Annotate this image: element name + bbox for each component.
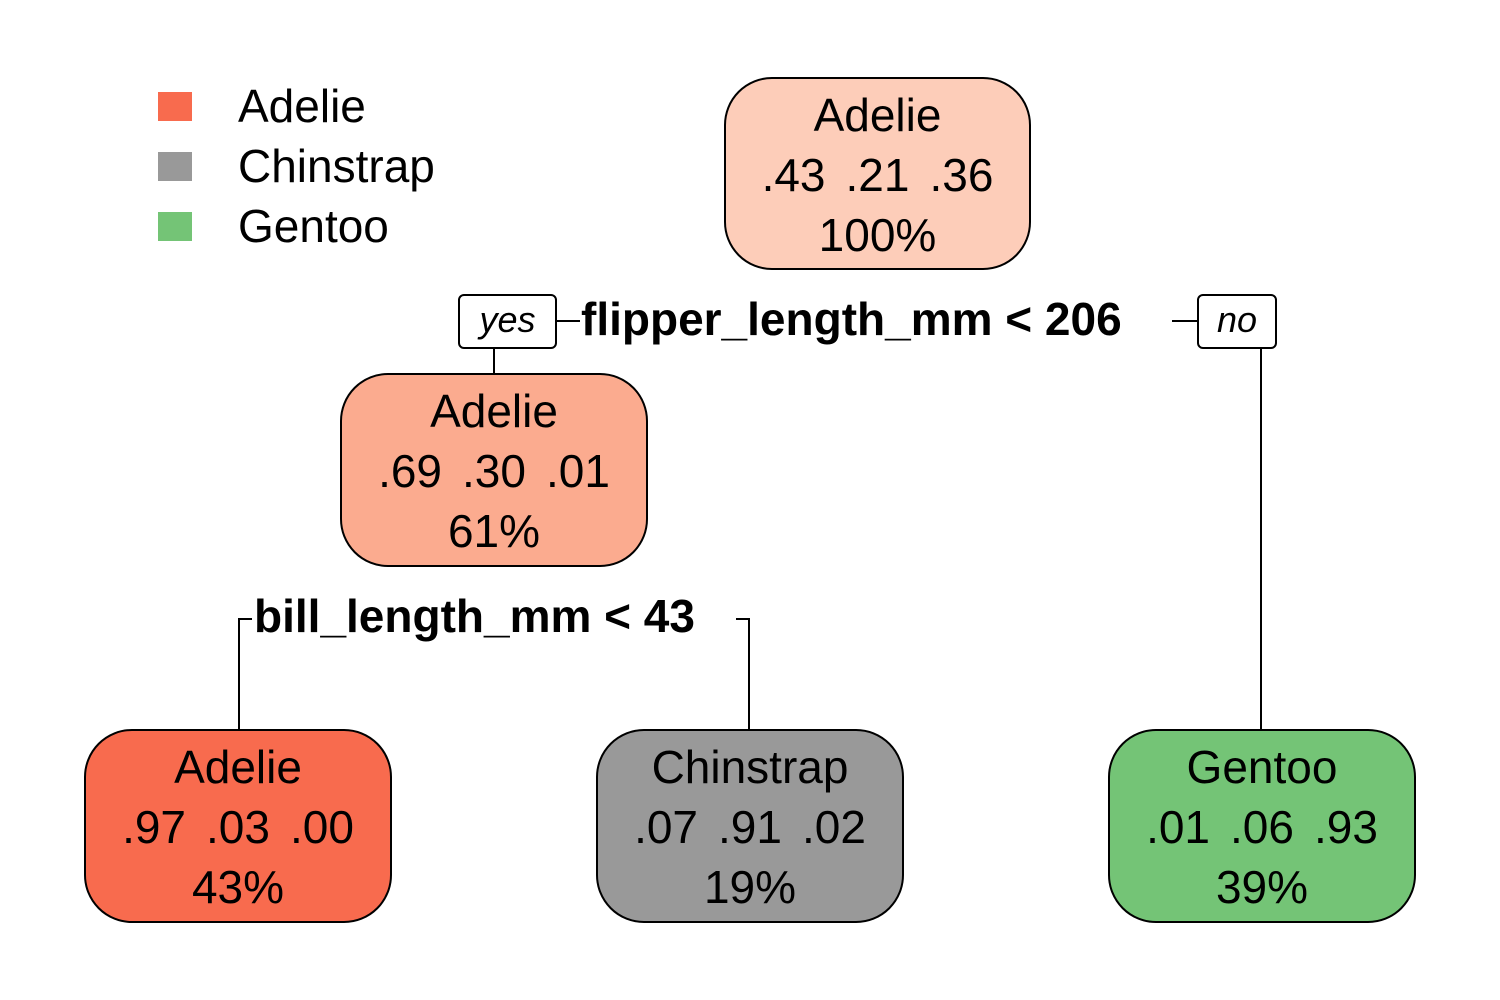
node-percent: 19% bbox=[703, 861, 797, 913]
prob-gentoo: .00 bbox=[289, 801, 354, 853]
node-probs: .43 .21 .36 bbox=[726, 145, 1029, 205]
leaf-adelie: Adelie .97 .03 .00 43% bbox=[84, 729, 392, 923]
yes-tag: yes bbox=[458, 294, 557, 349]
node-probs: .01 .06 .93 bbox=[1110, 797, 1414, 857]
legend-swatch-gentoo bbox=[158, 212, 192, 241]
prob-adelie: .97 bbox=[122, 801, 187, 853]
prob-adelie: .69 bbox=[378, 445, 443, 497]
prob-gentoo: .01 bbox=[545, 445, 610, 497]
prob-chinstrap: .06 bbox=[1230, 801, 1294, 853]
edge-left-to-chinstrap-leaf bbox=[736, 618, 750, 729]
legend-label: Chinstrap bbox=[238, 140, 435, 192]
prob-gentoo: .36 bbox=[929, 149, 994, 201]
prob-adelie: .07 bbox=[634, 801, 699, 853]
node-root: Adelie .43 .21 .36 100% bbox=[724, 77, 1031, 270]
prob-gentoo: .02 bbox=[801, 801, 866, 853]
prob-chinstrap: .91 bbox=[718, 801, 782, 853]
legend-swatch-chinstrap bbox=[158, 152, 192, 181]
node-probs: .97 .03 .00 bbox=[86, 797, 390, 857]
prob-adelie: .01 bbox=[1146, 801, 1211, 853]
split-label-root: flipper_length_mm < 206 bbox=[581, 293, 1122, 345]
node-class: Adelie bbox=[813, 89, 942, 141]
node-probs: .69 .30 .01 bbox=[342, 441, 646, 501]
node-percent: 39% bbox=[1215, 861, 1309, 913]
node-percent: 100% bbox=[818, 209, 937, 261]
split-label-left: bill_length_mm < 43 bbox=[254, 590, 695, 642]
prob-adelie: .43 bbox=[761, 149, 826, 201]
prob-chinstrap: .30 bbox=[462, 445, 526, 497]
prob-gentoo: .93 bbox=[1313, 801, 1378, 853]
prob-chinstrap: .21 bbox=[845, 149, 910, 201]
node-percent: 61% bbox=[447, 505, 541, 557]
node-class: Gentoo bbox=[1186, 741, 1338, 793]
node-left: Adelie .69 .30 .01 61% bbox=[340, 373, 648, 567]
prob-chinstrap: .03 bbox=[206, 801, 270, 853]
legend-label: Adelie bbox=[238, 80, 366, 132]
legend-label: Gentoo bbox=[238, 200, 389, 252]
edge-left-to-adelie-leaf bbox=[238, 618, 252, 729]
no-tag: no bbox=[1197, 294, 1277, 349]
leaf-chinstrap: Chinstrap .07 .91 .02 19% bbox=[596, 729, 904, 923]
node-class: Chinstrap bbox=[651, 741, 849, 793]
node-class: Adelie bbox=[430, 385, 558, 437]
node-probs: .07 .91 .02 bbox=[598, 797, 902, 857]
leaf-gentoo: Gentoo .01 .06 .93 39% bbox=[1108, 729, 1416, 923]
node-class: Adelie bbox=[174, 741, 302, 793]
legend-swatch-adelie bbox=[158, 92, 192, 121]
node-percent: 43% bbox=[191, 861, 285, 913]
